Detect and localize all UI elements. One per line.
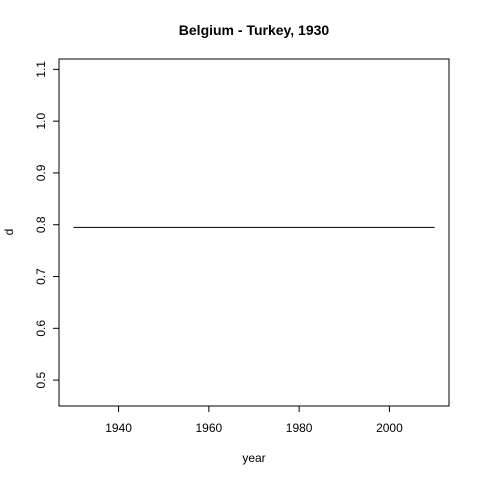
y-tick-label: 1.0 — [34, 112, 48, 129]
chart-title: Belgium - Turkey, 1930 — [179, 22, 330, 38]
y-tick-label: 0.5 — [34, 371, 48, 388]
y-tick-label: 1.1 — [34, 61, 48, 78]
x-tick-label: 1960 — [196, 421, 223, 435]
y-axis-label: d — [2, 229, 16, 236]
y-tick-label: 0.8 — [34, 216, 48, 233]
y-tick-label: 0.9 — [34, 164, 48, 181]
y-tick-label: 0.6 — [34, 320, 48, 337]
x-tick-label: 1940 — [105, 421, 132, 435]
x-tick-label: 2000 — [376, 421, 403, 435]
y-tick-label: 0.7 — [34, 268, 48, 285]
x-axis-label: year — [242, 451, 265, 465]
x-tick-label: 1980 — [286, 421, 313, 435]
